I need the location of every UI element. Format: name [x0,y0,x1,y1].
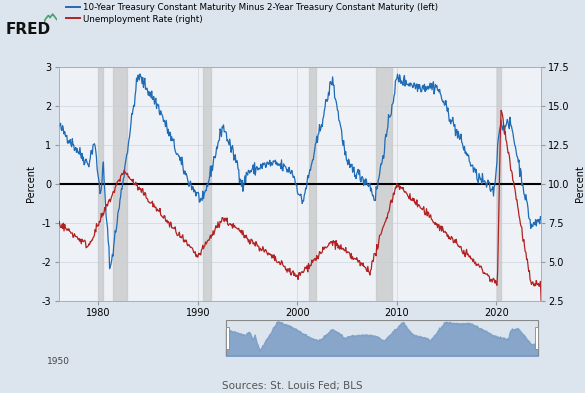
Bar [226,320,538,356]
Bar [113,67,127,301]
FancyBboxPatch shape [226,327,229,349]
Bar [376,67,392,301]
Text: Sources: St. Louis Fed; BLS: Sources: St. Louis Fed; BLS [222,381,363,391]
Bar [203,67,211,301]
Y-axis label: Percent: Percent [575,165,585,202]
Bar [309,67,316,301]
Y-axis label: Percent: Percent [26,165,36,202]
Text: FRED: FRED [6,22,51,37]
Legend: 10-Year Treasury Constant Maturity Minus 2-Year Treasury Constant Maturity (left: 10-Year Treasury Constant Maturity Minus… [63,0,442,27]
FancyBboxPatch shape [535,327,538,349]
Bar [497,67,501,301]
Bar [98,67,104,301]
